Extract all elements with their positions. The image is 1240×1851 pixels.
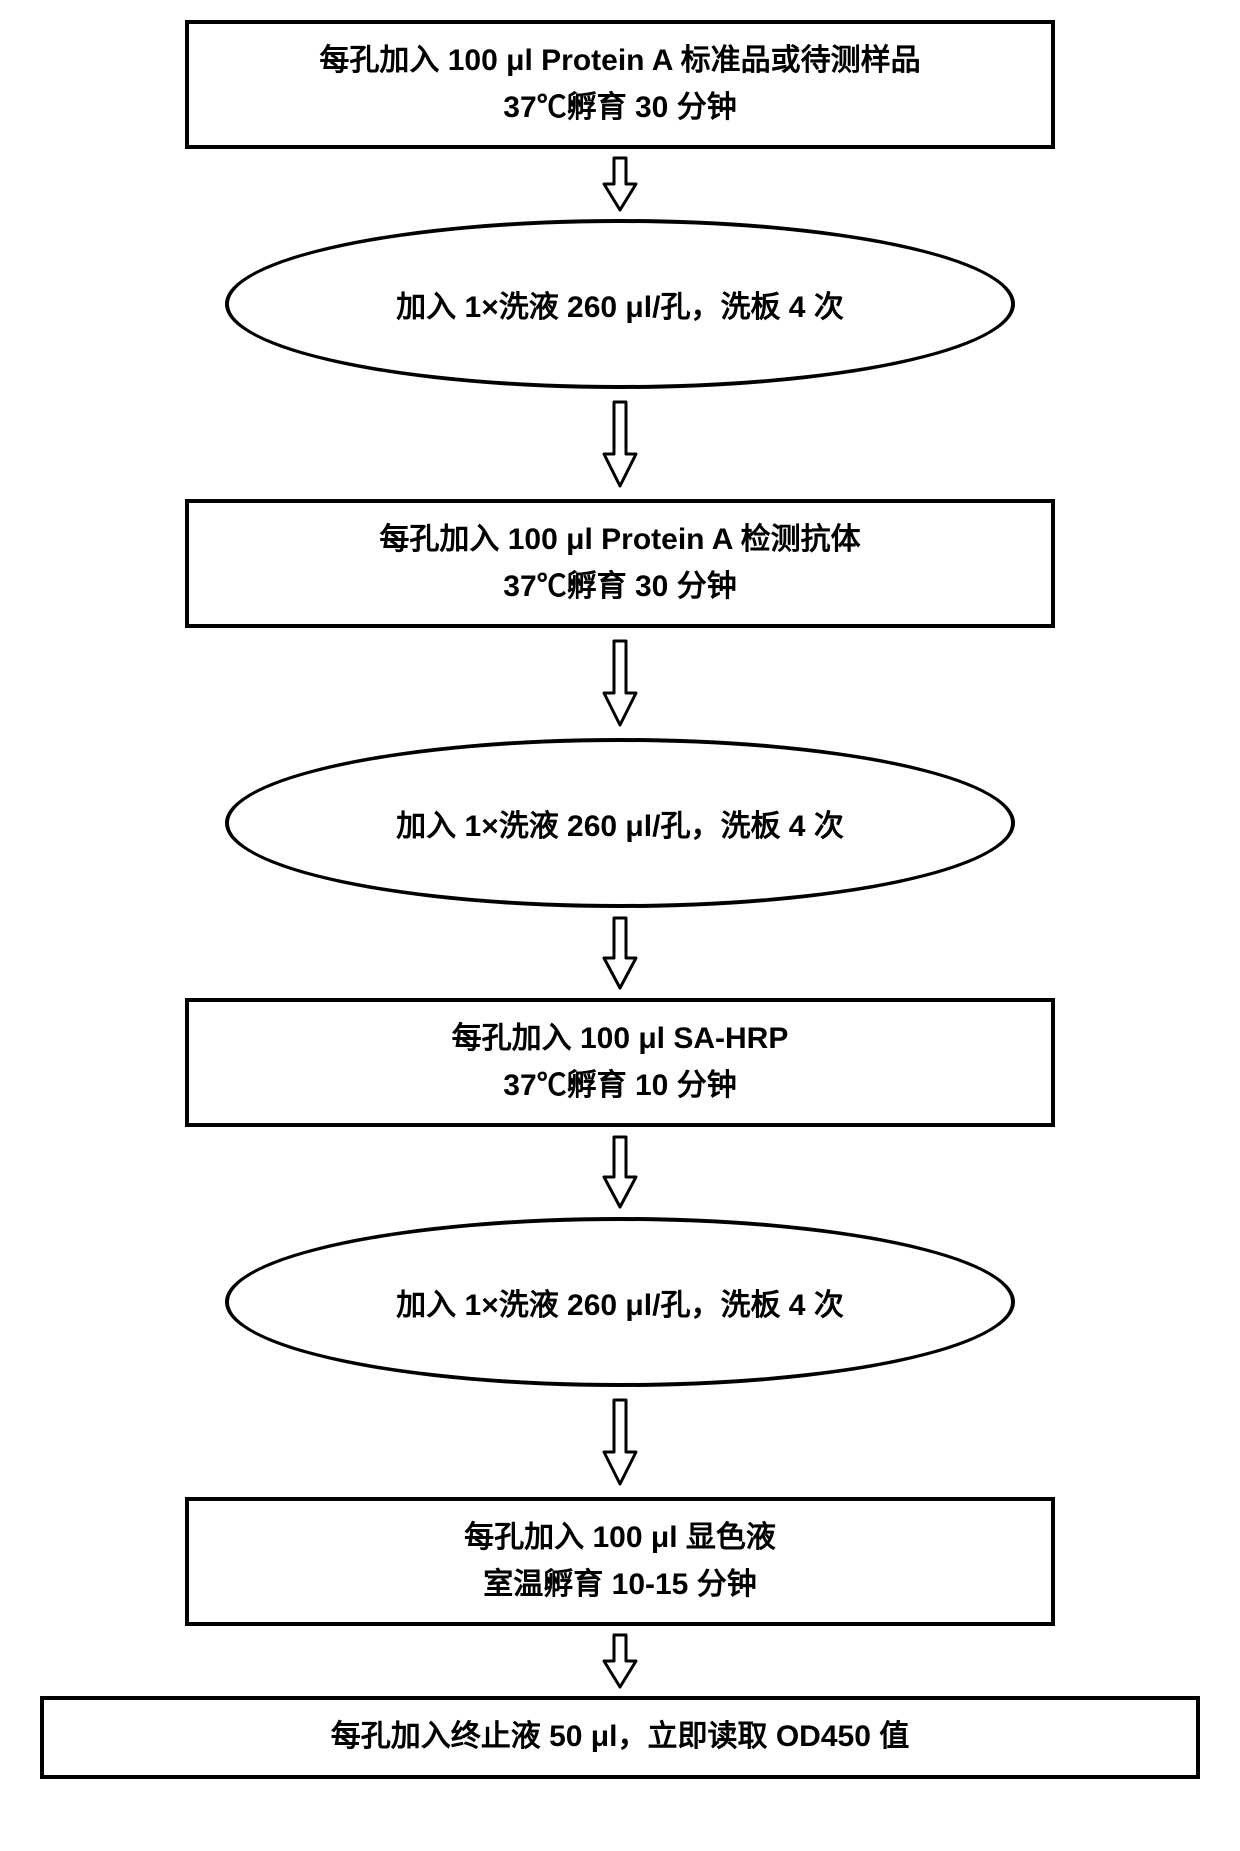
step-text: 每孔加入 100 μl 显色液 <box>199 1515 1041 1562</box>
step-text: 每孔加入 100 μl Protein A 检测抗体 <box>199 517 1041 564</box>
flow-step-2: 每孔加入 100 μl Protein A 检测抗体 37℃孵育 30 分钟 <box>185 499 1055 628</box>
step-text: 加入 1×洗液 260 μl/孔，洗板 4 次 <box>396 282 844 326</box>
flowchart: 每孔加入 100 μl Protein A 标准品或待测样品 37℃孵育 30 … <box>40 20 1200 1779</box>
down-arrow-icon <box>602 389 638 499</box>
down-arrow-icon <box>602 149 638 219</box>
step-text: 每孔加入 100 μl SA-HRP <box>199 1016 1041 1063</box>
flow-wash-2: 加入 1×洗液 260 μl/孔，洗板 4 次 <box>225 738 1015 908</box>
flow-step-3: 每孔加入 100 μl SA-HRP 37℃孵育 10 分钟 <box>185 998 1055 1127</box>
flow-wash-1: 加入 1×洗液 260 μl/孔，洗板 4 次 <box>225 219 1015 389</box>
step-text: 加入 1×洗液 260 μl/孔，洗板 4 次 <box>396 801 844 845</box>
down-arrow-icon <box>602 908 638 998</box>
down-arrow-icon <box>602 1127 638 1217</box>
flow-wash-3: 加入 1×洗液 260 μl/孔，洗板 4 次 <box>225 1217 1015 1387</box>
step-text: 加入 1×洗液 260 μl/孔，洗板 4 次 <box>396 1280 844 1324</box>
flow-step-1: 每孔加入 100 μl Protein A 标准品或待测样品 37℃孵育 30 … <box>185 20 1055 149</box>
step-text: 每孔加入 100 μl Protein A 标准品或待测样品 <box>199 38 1041 85</box>
step-text: 37℃孵育 10 分钟 <box>199 1063 1041 1110</box>
down-arrow-icon <box>602 1387 638 1497</box>
step-text: 37℃孵育 30 分钟 <box>199 85 1041 132</box>
down-arrow-icon <box>602 1626 638 1696</box>
flow-step-4: 每孔加入 100 μl 显色液 室温孵育 10-15 分钟 <box>185 1497 1055 1626</box>
flow-step-5: 每孔加入终止液 50 μl，立即读取 OD450 值 <box>40 1696 1200 1779</box>
step-text: 每孔加入终止液 50 μl，立即读取 OD450 值 <box>331 1720 909 1753</box>
down-arrow-icon <box>602 628 638 738</box>
step-text: 室温孵育 10-15 分钟 <box>199 1562 1041 1609</box>
step-text: 37℃孵育 30 分钟 <box>199 564 1041 611</box>
